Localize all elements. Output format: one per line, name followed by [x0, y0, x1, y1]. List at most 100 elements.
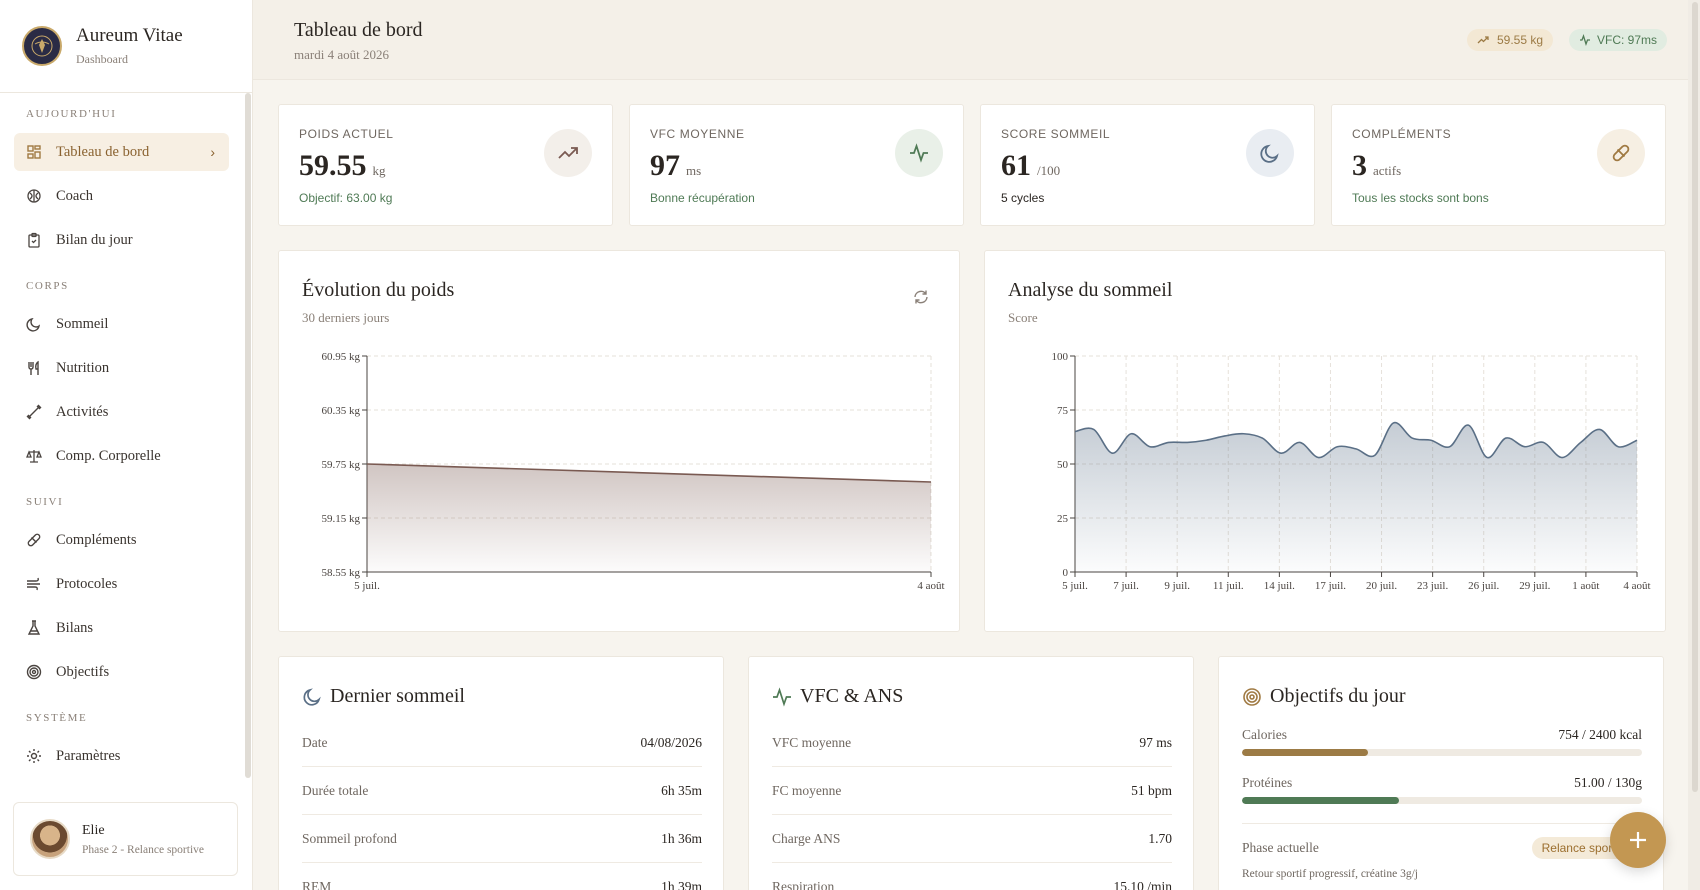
- x-tick-label: 7 juil.: [1113, 580, 1139, 592]
- stat-foot: Bonne récupération: [650, 191, 755, 205]
- sidebar-item-label: Sommeil: [56, 315, 109, 332]
- target-icon: [26, 664, 42, 680]
- stat-value: 3: [1352, 149, 1367, 182]
- sidebar-item-activities[interactable]: Activités: [14, 393, 229, 431]
- user-card[interactable]: Elie Phase 2 - Relance sportive: [13, 802, 238, 876]
- chevron-right-icon: ›: [210, 144, 215, 160]
- sidebar-item-label: Compléments: [56, 531, 137, 548]
- table-row: Date 04/08/2026: [302, 719, 702, 767]
- sidebar-item-lab-reports[interactable]: Bilans: [14, 609, 229, 647]
- progress-bar: [1242, 749, 1642, 756]
- sidebar-item-protocols[interactable]: Protocoles: [14, 565, 229, 603]
- sidebar-item-label: Nutrition: [56, 359, 110, 376]
- activity-icon: [1580, 34, 1590, 46]
- row-key: VFC moyenne: [772, 734, 852, 750]
- logo-icon: [22, 26, 62, 66]
- phase-label: Phase actuelle: [1242, 840, 1319, 855]
- sidebar-item-nutrition[interactable]: Nutrition: [14, 349, 229, 387]
- card-title: Objectifs du jour: [1270, 685, 1406, 707]
- utensils-icon: [26, 360, 42, 376]
- series-line: [366, 463, 932, 483]
- x-tick-label: 23 juil.: [1417, 580, 1448, 592]
- stat-card-supplements[interactable]: COMPLÉMENTS 3 actifs Tous les stocks sont…: [1331, 104, 1666, 226]
- brand-header[interactable]: Aureum Vitae Dashboard: [0, 0, 252, 93]
- page-scrollbar[interactable]: [1688, 0, 1700, 890]
- moon-icon: [1246, 129, 1294, 177]
- y-tick-label: 60.35 kg: [322, 405, 361, 417]
- stat-card-hrv[interactable]: VFC MOYENNE 97 ms Bonne récupération: [629, 104, 964, 226]
- sidebar-item-goals[interactable]: Objectifs: [14, 653, 229, 691]
- avatar: [30, 819, 70, 859]
- row-value: 1h 36m: [661, 830, 702, 846]
- plus-icon: [1630, 832, 1646, 848]
- scale-icon: [26, 448, 42, 464]
- trending-up-icon: [1477, 36, 1489, 44]
- stat-card-weight[interactable]: POIDS ACTUEL 59.55 kg Objectif: 63.00 kg: [278, 104, 613, 226]
- brain-icon: [26, 188, 42, 204]
- phase-note: Retour sportif progressif, créatine 3g/j: [1242, 868, 1418, 880]
- sidebar-item-coach[interactable]: Coach: [14, 177, 229, 215]
- x-tick-label: 1 août: [1572, 580, 1599, 592]
- row-value: 15.10 /min: [1113, 878, 1172, 890]
- sidebar-item-dashboard[interactable]: Tableau de bord ›: [14, 133, 229, 171]
- sidebar-item-label: Bilan du jour: [56, 231, 133, 248]
- card-title: Analyse du sommeil: [1008, 279, 1173, 301]
- sidebar: Aureum Vitae Dashboard AUJOURD'HUI Table…: [0, 0, 253, 890]
- sidebar-nav: AUJOURD'HUI Tableau de bord › Coach Bila…: [0, 93, 244, 783]
- sleep-chart-card: Analyse du sommeil Score 100 75 50 25 0 5 jui…: [984, 250, 1666, 632]
- x-tick-label: 26 juil.: [1468, 580, 1499, 592]
- brand-subtitle: Dashboard: [76, 52, 128, 66]
- card-subtitle: 30 derniers jours: [302, 310, 390, 325]
- hrv-pill[interactable]: VFC: 97ms: [1569, 29, 1668, 51]
- stat-value: 97: [650, 149, 680, 182]
- target-icon: [1242, 687, 1262, 707]
- row-value: 04/08/2026: [640, 734, 702, 750]
- sidebar-item-settings[interactable]: Paramètres: [14, 737, 229, 775]
- page-header: Tableau de bord mardi 4 août 2026 59.55 …: [253, 0, 1700, 80]
- sidebar-item-label: Activités: [56, 403, 109, 420]
- row-key: Charge ANS: [772, 830, 841, 846]
- weight-pill-label: 59.55 kg: [1497, 33, 1544, 47]
- moon-icon: [302, 687, 322, 707]
- stat-label: POIDS ACTUEL: [299, 127, 394, 141]
- stat-unit: actifs: [1373, 163, 1402, 178]
- series-line: [1074, 421, 1638, 459]
- card-subtitle: Score: [1008, 310, 1038, 325]
- card-title: Évolution du poids: [302, 279, 455, 301]
- goal-value: 754 / 2400 kcal: [1558, 727, 1642, 742]
- weight-chart: 60.95 kg 60.35 kg 59.75 kg 59.15 kg 58.55 kg…: [322, 351, 945, 592]
- sidebar-item-daily-report[interactable]: Bilan du jour: [14, 221, 229, 259]
- stat-foot: 5 cycles: [1001, 191, 1045, 205]
- activity-icon: [895, 129, 943, 177]
- section-label-tracking: SUIVI: [26, 496, 64, 508]
- x-tick-label: 14 juil.: [1264, 580, 1295, 592]
- table-row: Durée totale 6h 35m: [302, 767, 702, 815]
- x-tick-label: 17 juil.: [1315, 580, 1346, 592]
- goal-label: Protéines: [1242, 775, 1293, 790]
- refresh-icon[interactable]: [913, 289, 929, 310]
- sidebar-item-sleep[interactable]: Sommeil: [14, 305, 229, 343]
- page-title: Tableau de bord: [294, 19, 423, 41]
- trending-up-icon: [544, 129, 592, 177]
- area-fill: [367, 464, 931, 572]
- stat-card-sleep-score[interactable]: SCORE SOMMEIL 61/100 5 cycles: [980, 104, 1315, 226]
- goal-label: Calories: [1242, 727, 1287, 742]
- weight-pill[interactable]: 59.55 kg: [1467, 29, 1554, 51]
- pill-icon: [1597, 129, 1645, 177]
- table-row: Charge ANS 1.70: [772, 815, 1172, 863]
- row-key: FC moyenne: [772, 782, 842, 798]
- x-tick-label: 5 juil.: [1062, 580, 1088, 592]
- page-scrollbar-thumb[interactable]: [1692, 2, 1698, 792]
- sidebar-item-body-composition[interactable]: Comp. Corporelle: [14, 437, 229, 475]
- sidebar-item-supplements[interactable]: Compléments: [14, 521, 229, 559]
- goal-proteins: Protéines 51.00 / 130g: [1242, 775, 1642, 804]
- sidebar-scrollbar[interactable]: [245, 93, 251, 778]
- table-row: VFC moyenne 97 ms: [772, 719, 1172, 767]
- add-button[interactable]: [1610, 812, 1666, 868]
- x-tick-label: 4 août: [917, 580, 944, 592]
- row-key: REM: [302, 878, 332, 890]
- user-phase: Phase 2 - Relance sportive: [82, 843, 204, 856]
- page-date: mardi 4 août 2026: [294, 47, 389, 62]
- y-tick-label: 75: [1057, 405, 1069, 417]
- x-tick-label: 4 août: [1623, 580, 1650, 592]
